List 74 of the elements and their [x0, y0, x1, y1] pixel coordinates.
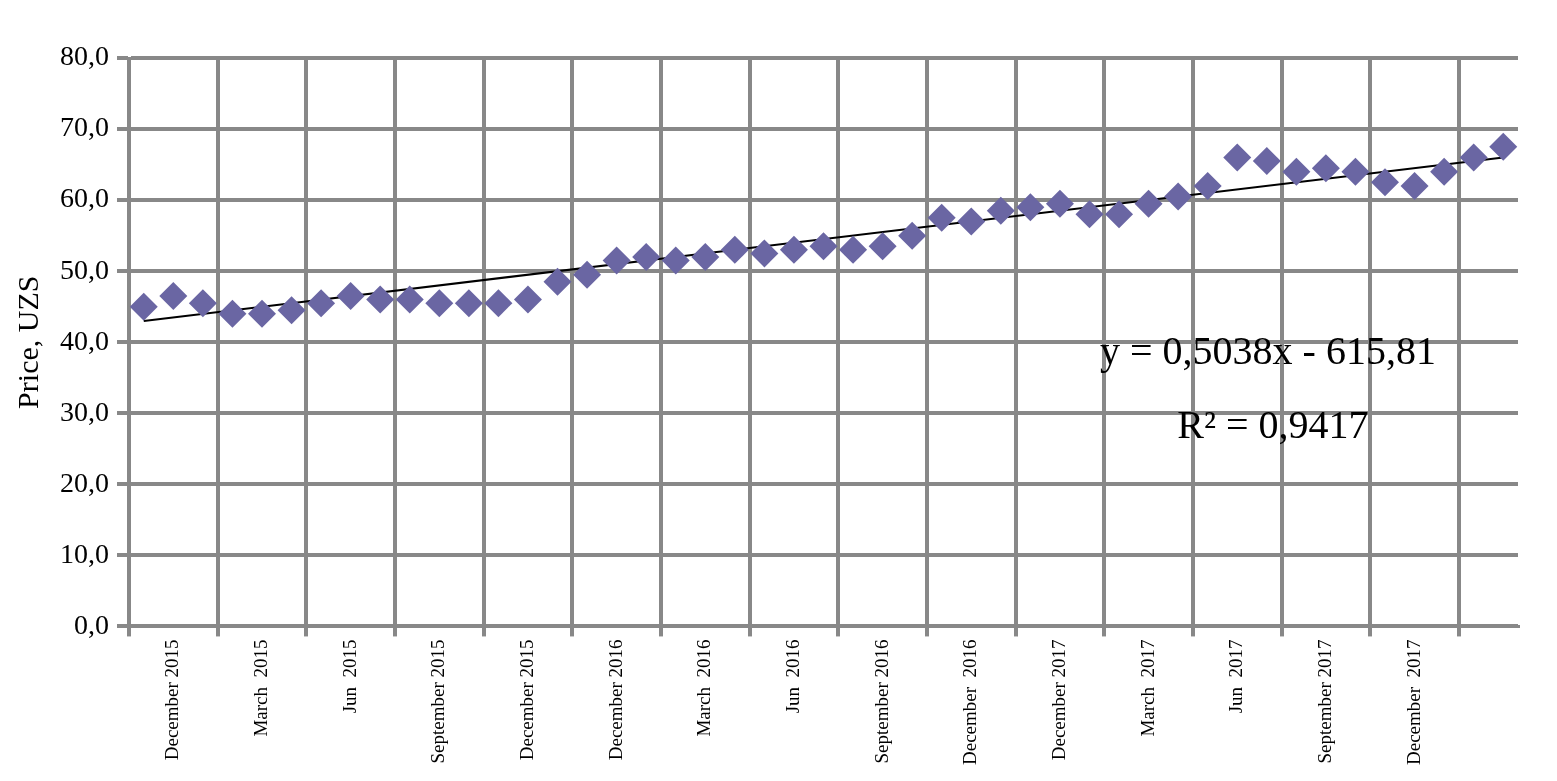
point — [454, 289, 483, 318]
point — [1193, 171, 1222, 200]
point — [513, 285, 542, 314]
y-tick-label: 0,0 — [74, 608, 109, 640]
point — [1045, 189, 1074, 218]
x-tick-label: Jun 2017 — [1225, 639, 1247, 714]
point — [1400, 171, 1429, 200]
point — [720, 235, 749, 264]
point — [661, 246, 690, 275]
point — [868, 232, 897, 261]
point — [809, 232, 838, 261]
y-tick-label: 70,0 — [60, 111, 109, 143]
point — [1105, 200, 1134, 229]
x-tick-label: March 2017 — [1136, 639, 1158, 737]
point — [1282, 157, 1311, 186]
point — [336, 282, 365, 311]
point — [573, 260, 602, 289]
point — [277, 296, 306, 325]
annotation: R² = 0,9417 — [1177, 401, 1369, 447]
point — [1459, 143, 1488, 172]
point — [484, 289, 513, 318]
point — [750, 239, 779, 268]
x-tick-label: Jun 2016 — [781, 639, 803, 714]
point — [129, 292, 158, 321]
x-tick-label: Jun 2015 — [338, 639, 360, 714]
point — [1341, 157, 1370, 186]
point — [1134, 189, 1163, 218]
x-tick-label: December 2016 — [604, 639, 626, 761]
x-tick-label: December 2017 — [1402, 639, 1424, 765]
y-tick-label: 10,0 — [60, 537, 109, 569]
point — [307, 289, 336, 318]
point — [1075, 200, 1104, 229]
point — [927, 203, 956, 232]
point — [395, 285, 424, 314]
x-tick-label: March 2015 — [249, 639, 271, 737]
x-tick-label: March 2016 — [693, 639, 715, 737]
point — [366, 285, 395, 314]
y-tick-label: 80,0 — [60, 40, 109, 72]
point — [898, 221, 927, 250]
point — [1223, 143, 1252, 172]
point — [1252, 147, 1281, 176]
point — [1371, 168, 1400, 197]
point — [1489, 132, 1518, 161]
x-tick-label: December 2015 — [161, 639, 183, 761]
x-tick-label: September 2017 — [1313, 639, 1335, 764]
point — [218, 299, 247, 328]
y-tick-label: 20,0 — [60, 466, 109, 498]
y-tick-label: 60,0 — [60, 182, 109, 214]
x-tick-label: September 2015 — [427, 639, 449, 764]
point — [247, 299, 276, 328]
x-tick-label: September 2016 — [870, 639, 892, 764]
point — [691, 242, 720, 271]
y-axis-title: Price, UZS — [10, 275, 44, 409]
point — [957, 207, 986, 236]
y-tick-label: 50,0 — [60, 253, 109, 285]
x-tick-label: December 2017 — [1047, 639, 1069, 761]
point — [1430, 157, 1459, 186]
annotation: y = 0,5038x - 615,81 — [1100, 328, 1436, 374]
point — [425, 289, 454, 318]
point — [159, 282, 188, 311]
point — [986, 196, 1015, 225]
x-tick-label: December 2016 — [959, 639, 981, 765]
point — [839, 235, 868, 264]
y-tick-label: 30,0 — [60, 395, 109, 427]
point — [632, 242, 661, 271]
point — [1164, 182, 1193, 211]
point — [1311, 154, 1340, 183]
point — [779, 235, 808, 264]
y-tick-label: 40,0 — [60, 324, 109, 356]
point — [602, 246, 631, 275]
point — [188, 289, 217, 318]
point — [543, 267, 572, 296]
x-tick-label: December 2015 — [515, 639, 537, 761]
point — [1016, 193, 1045, 222]
